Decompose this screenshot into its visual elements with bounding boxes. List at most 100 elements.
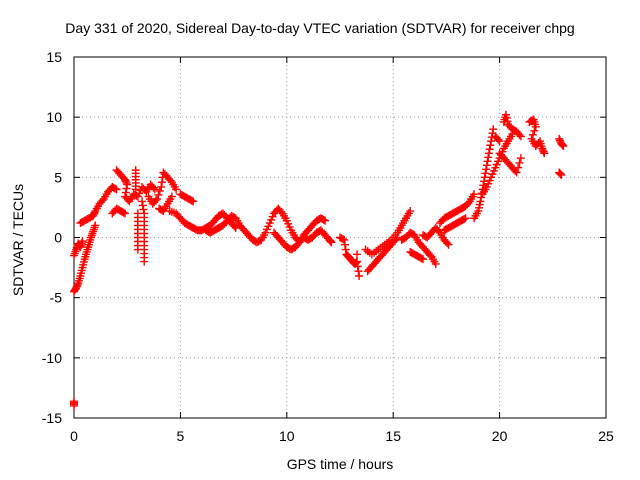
- data-point: [557, 170, 566, 179]
- data-point: [434, 227, 443, 236]
- data-point: [479, 181, 488, 190]
- data-point: [327, 238, 336, 247]
- data-point: [139, 205, 148, 214]
- data-point: [353, 250, 362, 259]
- data-point: [406, 207, 415, 216]
- data-point: [138, 197, 147, 206]
- data-point: [121, 209, 130, 218]
- data-point: [353, 262, 362, 271]
- data-point: [155, 186, 164, 195]
- data-point: [482, 165, 491, 174]
- data-point: [464, 199, 473, 208]
- data-point: [555, 169, 564, 178]
- data-point: [154, 190, 163, 199]
- x-axis-label: GPS time / hours: [286, 456, 394, 472]
- data-point: [150, 185, 159, 194]
- data-point: [444, 240, 453, 249]
- data-point: [119, 208, 128, 217]
- data-point: [338, 235, 347, 244]
- data-point: [487, 137, 496, 146]
- data-point: [539, 147, 548, 156]
- data-point: [354, 267, 363, 276]
- data-point: [426, 251, 435, 260]
- x-tick-label: 10: [279, 428, 295, 444]
- data-point: [558, 140, 567, 149]
- data-point: [489, 125, 498, 134]
- y-axis-label: SDTVAR / TECUs: [10, 183, 26, 297]
- data-point: [326, 236, 335, 245]
- data-point: [531, 122, 540, 131]
- data-point: [516, 132, 525, 141]
- x-tick-label: 0: [70, 428, 78, 444]
- data-point: [558, 141, 567, 150]
- data-point: [91, 221, 100, 230]
- data-point: [73, 280, 82, 289]
- data-point: [187, 196, 196, 205]
- data-point: [167, 192, 176, 201]
- data-point: [121, 188, 130, 197]
- data-point: [122, 184, 131, 193]
- data-point: [90, 208, 99, 217]
- data-point: [151, 196, 160, 205]
- data-point: [470, 190, 479, 199]
- data-point: [326, 237, 335, 246]
- data-point: [98, 196, 107, 205]
- data-point: [417, 254, 426, 263]
- data-point: [166, 176, 175, 185]
- data-point: [540, 149, 549, 158]
- chart-title: Day 331 of 2020, Sidereal Day-to-day VTE…: [65, 20, 575, 36]
- data-point: [172, 185, 181, 194]
- data-point: [512, 168, 521, 177]
- y-tick-label: -10: [42, 350, 62, 366]
- data-point: [482, 161, 491, 170]
- data-point: [140, 257, 149, 266]
- data-point: [355, 272, 364, 281]
- data-point: [157, 178, 166, 187]
- data-point: [294, 239, 303, 248]
- data-point: [431, 259, 440, 268]
- data-point: [340, 240, 349, 249]
- data-point: [123, 180, 132, 189]
- x-tick-label: 15: [385, 428, 401, 444]
- data-point: [138, 201, 147, 210]
- data-point: [483, 157, 492, 166]
- data-point: [484, 153, 493, 162]
- data-point: [530, 126, 539, 135]
- y-tick-label: 0: [54, 230, 62, 246]
- data-point: [78, 237, 87, 246]
- data-point: [131, 185, 140, 194]
- data-point: [460, 215, 469, 224]
- data-point: [487, 133, 496, 142]
- y-tick-label: -15: [42, 410, 62, 426]
- x-tick-label: 25: [598, 428, 614, 444]
- x-tick-label: 5: [177, 428, 185, 444]
- data-point: [149, 183, 158, 192]
- y-tick-label: 5: [54, 169, 62, 185]
- data-point: [230, 222, 239, 231]
- data-point: [112, 185, 121, 194]
- data-point: [70, 401, 78, 410]
- data-point: [481, 169, 490, 178]
- data-point: [479, 177, 488, 186]
- data-point: [516, 154, 525, 163]
- data-point: [515, 158, 524, 167]
- data-point: [340, 235, 349, 244]
- data-point: [277, 207, 286, 216]
- y-tick-label: -5: [50, 290, 63, 306]
- data-point: [559, 142, 568, 151]
- data-point: [484, 149, 493, 158]
- x-tick-label: 20: [492, 428, 508, 444]
- data-point: [321, 216, 330, 225]
- data-point: [443, 239, 452, 248]
- y-tick-label: 10: [46, 109, 62, 125]
- data-point: [486, 141, 495, 150]
- data-point: [231, 223, 240, 232]
- data-point: [111, 184, 120, 193]
- data-point: [189, 197, 198, 206]
- data-point: [494, 135, 503, 144]
- data-point: [352, 258, 361, 267]
- data-point: [515, 130, 524, 139]
- data-point: [152, 194, 161, 203]
